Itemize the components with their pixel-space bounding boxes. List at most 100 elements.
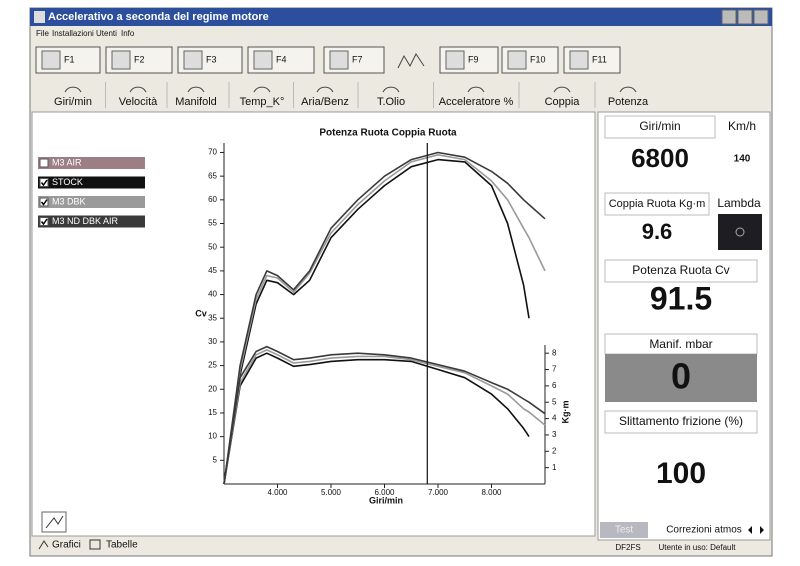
toolbar-icon — [569, 50, 589, 70]
app-icon — [34, 11, 45, 23]
y2-tick-label: 2 — [552, 446, 557, 455]
bottom-tab-label: Test — [615, 525, 634, 536]
gauge-label: Giri/min — [639, 119, 680, 133]
y-tick-label: 40 — [208, 290, 217, 299]
y-tick-label: 60 — [208, 195, 217, 204]
toolbar-label: F11 — [592, 54, 607, 64]
window-title: Accelerativo a seconda del regime motore — [48, 11, 269, 23]
tab-label[interactable]: Manifold — [175, 96, 217, 108]
data-line — [223, 154, 546, 485]
legend-checkbox[interactable] — [39, 158, 49, 168]
y2-tick-label: 7 — [552, 365, 557, 374]
menu-item[interactable]: Info — [121, 29, 135, 38]
tab-label[interactable]: Coppia — [545, 96, 581, 108]
y-tick-label: 25 — [208, 361, 217, 370]
bottom-tab[interactable] — [600, 522, 648, 538]
toolbar-icon — [111, 50, 131, 70]
grafici-icon — [38, 540, 49, 550]
tab-gauge-icon — [553, 86, 571, 93]
tab-label[interactable]: Giri/min — [54, 96, 92, 108]
toolbar-icon — [41, 50, 61, 70]
legend-swatch — [38, 215, 145, 228]
legend-check — [40, 218, 48, 226]
gauge-label-box — [604, 192, 710, 216]
legend-swatch — [38, 196, 145, 208]
x-tick-label: 5.000 — [321, 488, 342, 497]
y-tick-label: 35 — [208, 313, 217, 322]
legend-swatch — [38, 157, 145, 169]
tabelle-icon — [89, 539, 101, 550]
y-tick-label: 10 — [208, 432, 217, 441]
data-line — [223, 151, 546, 485]
tab-label[interactable]: T.Olio — [377, 96, 405, 108]
gauge-value: 6800 — [631, 143, 689, 173]
view-tab[interactable]: Grafici — [52, 540, 81, 551]
x-tick-label: 8.000 — [481, 488, 502, 497]
toolbar-label: F10 — [530, 54, 546, 64]
y-tick-label: 30 — [208, 337, 217, 346]
y2-axis-label: Kg·m — [560, 401, 570, 424]
legend-checkbox[interactable] — [39, 178, 49, 187]
x-tick-label: 7.000 — [428, 488, 449, 497]
legend-checkbox[interactable] — [39, 217, 49, 226]
bottom-tab-label[interactable]: Correzioni atmos — [666, 525, 742, 536]
tab-label[interactable]: Aria/Benz — [301, 96, 349, 108]
chart-icon-button[interactable] — [41, 511, 67, 533]
tab-gauge-icon — [187, 86, 205, 93]
tab-label[interactable]: Temp_K° — [240, 96, 285, 108]
tab-label[interactable]: Acceleratore % — [439, 96, 514, 108]
toolbar-icon — [183, 50, 203, 70]
gauge-value: 0 — [671, 356, 691, 397]
toolbar-label: F3 — [206, 54, 217, 64]
toolbar-label: F2 — [134, 54, 145, 64]
gauge-label: Slittamento frizione (%) — [619, 414, 743, 428]
y-tick-label: 45 — [208, 266, 217, 275]
toolbar-label: F1 — [64, 54, 75, 64]
gauge-value: 91.5 — [650, 280, 712, 316]
chart-title: Potenza Ruota Coppia Ruota — [319, 128, 457, 139]
data-line — [223, 352, 530, 485]
minimize-button[interactable] — [721, 9, 737, 25]
y2-tick-label: 4 — [552, 414, 557, 423]
gauge-label: Km/h — [728, 119, 756, 133]
legend-label: M3 DBK — [52, 196, 86, 206]
toolbar-icon — [445, 50, 465, 70]
y2-tick-label: 3 — [552, 430, 557, 439]
y-tick-label: 20 — [208, 384, 217, 393]
toolbar-icon — [507, 50, 527, 70]
tab-gauge-icon — [316, 86, 334, 93]
y-tick-label: 70 — [208, 148, 217, 157]
maximize-button[interactable] — [737, 9, 753, 25]
title-bar — [30, 8, 772, 26]
x-tick-label: 4.000 — [267, 488, 288, 497]
toolbar-icon — [253, 50, 273, 70]
data-line — [223, 345, 546, 485]
menu-item[interactable]: File — [36, 29, 49, 38]
menu-item[interactable]: Installazioni — [52, 29, 94, 38]
tab-label[interactable]: Potenza — [608, 96, 649, 108]
gauge-label-box — [604, 259, 758, 283]
gauge-label-box — [604, 115, 716, 139]
tab-scroll-arrows[interactable] — [748, 526, 764, 534]
view-tab[interactable]: Tabelle — [106, 540, 138, 551]
data-line — [223, 158, 530, 485]
legend-check — [40, 179, 48, 187]
gauge-label: Coppia Ruota Kg·m — [609, 198, 706, 210]
toolbar-label: F4 — [276, 54, 287, 64]
gauge-value: 100 — [656, 457, 706, 490]
gauge-value: 140 — [734, 154, 751, 165]
legend-label: M3 AIR — [52, 157, 82, 167]
gauge-label: Manif. mbar — [649, 337, 712, 351]
menu-item[interactable]: Utenti — [96, 29, 117, 38]
close-button[interactable] — [753, 9, 769, 25]
x-tick-label: 6.000 — [374, 488, 395, 497]
legend-check — [40, 199, 48, 206]
y-tick-label: 5 — [213, 455, 218, 464]
toolbar-icon — [329, 50, 349, 70]
legend-checkbox[interactable] — [39, 197, 49, 207]
toolbar-icon — [397, 53, 425, 69]
toolbar-label: F9 — [468, 54, 479, 64]
y2-tick-label: 1 — [552, 463, 557, 472]
tab-label[interactable]: Velocità — [119, 96, 158, 108]
